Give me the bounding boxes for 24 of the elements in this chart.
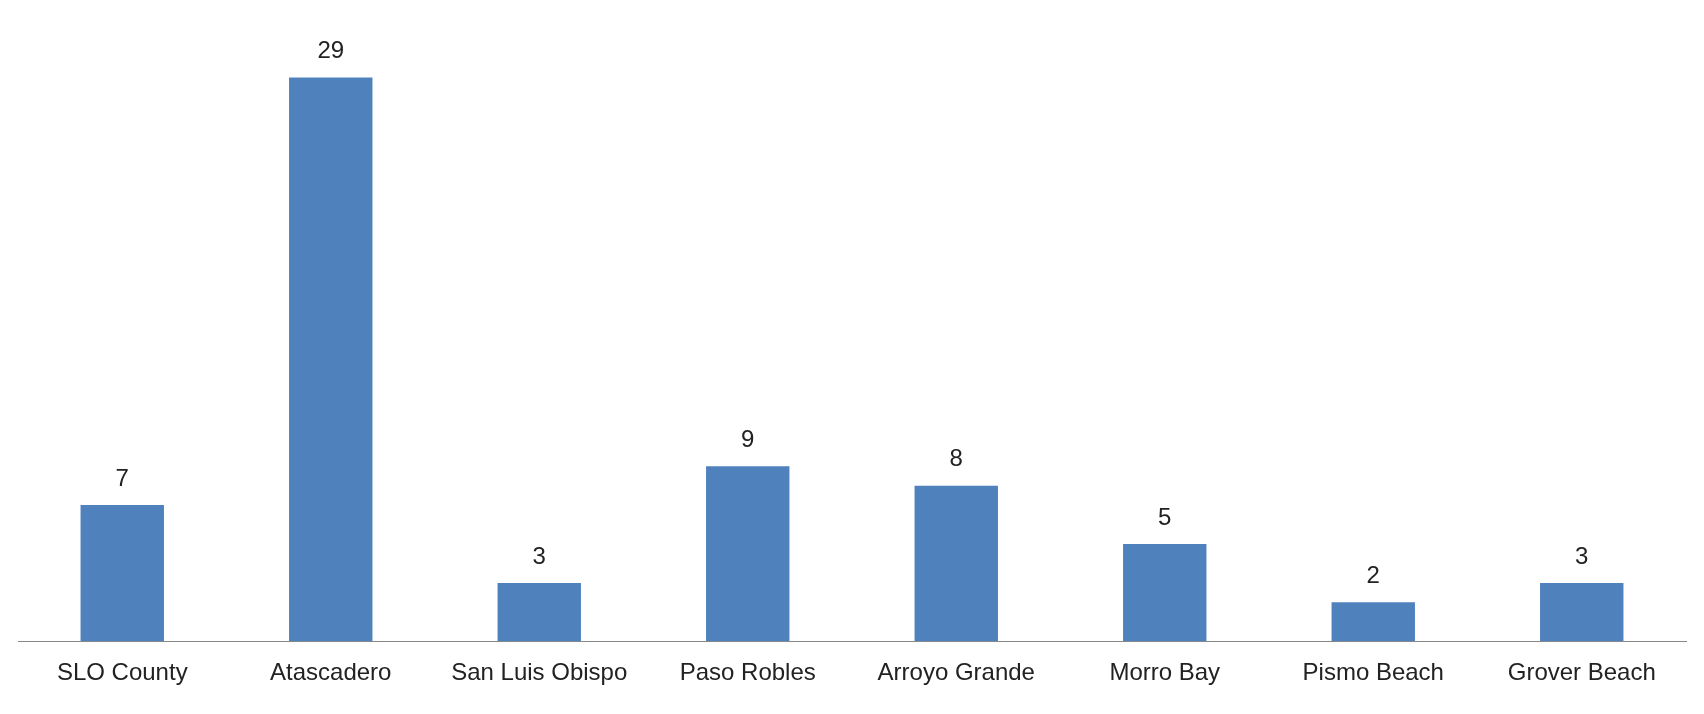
x-tick-label: Grover Beach: [1507, 658, 1656, 686]
bar: [706, 466, 790, 642]
bar: [1331, 602, 1415, 642]
bar: [1123, 544, 1207, 642]
bar: [289, 77, 373, 642]
data-label: 3: [532, 541, 546, 569]
bar: [1540, 582, 1624, 642]
data-label: 9: [741, 424, 755, 452]
data-label: 3: [1575, 541, 1589, 569]
data-label: 2: [1366, 560, 1380, 588]
x-tick-label: Morro Bay: [1109, 658, 1221, 686]
data-label: 5: [1158, 502, 1172, 530]
bar: [80, 505, 164, 642]
x-tick-label: Pismo Beach: [1302, 658, 1444, 686]
x-tick-label: San Luis Obispo: [451, 658, 628, 686]
bar: [914, 485, 998, 642]
x-tick-label: Paso Robles: [679, 658, 816, 686]
data-label: 29: [317, 36, 345, 64]
data-label: 7: [115, 463, 129, 491]
x-tick-label: SLO County: [56, 658, 188, 686]
bar: [497, 582, 581, 642]
x-tick-label: Atascadero: [270, 658, 392, 686]
x-tick-label: Arroyo Grande: [877, 658, 1035, 686]
data-label: 8: [949, 444, 963, 472]
